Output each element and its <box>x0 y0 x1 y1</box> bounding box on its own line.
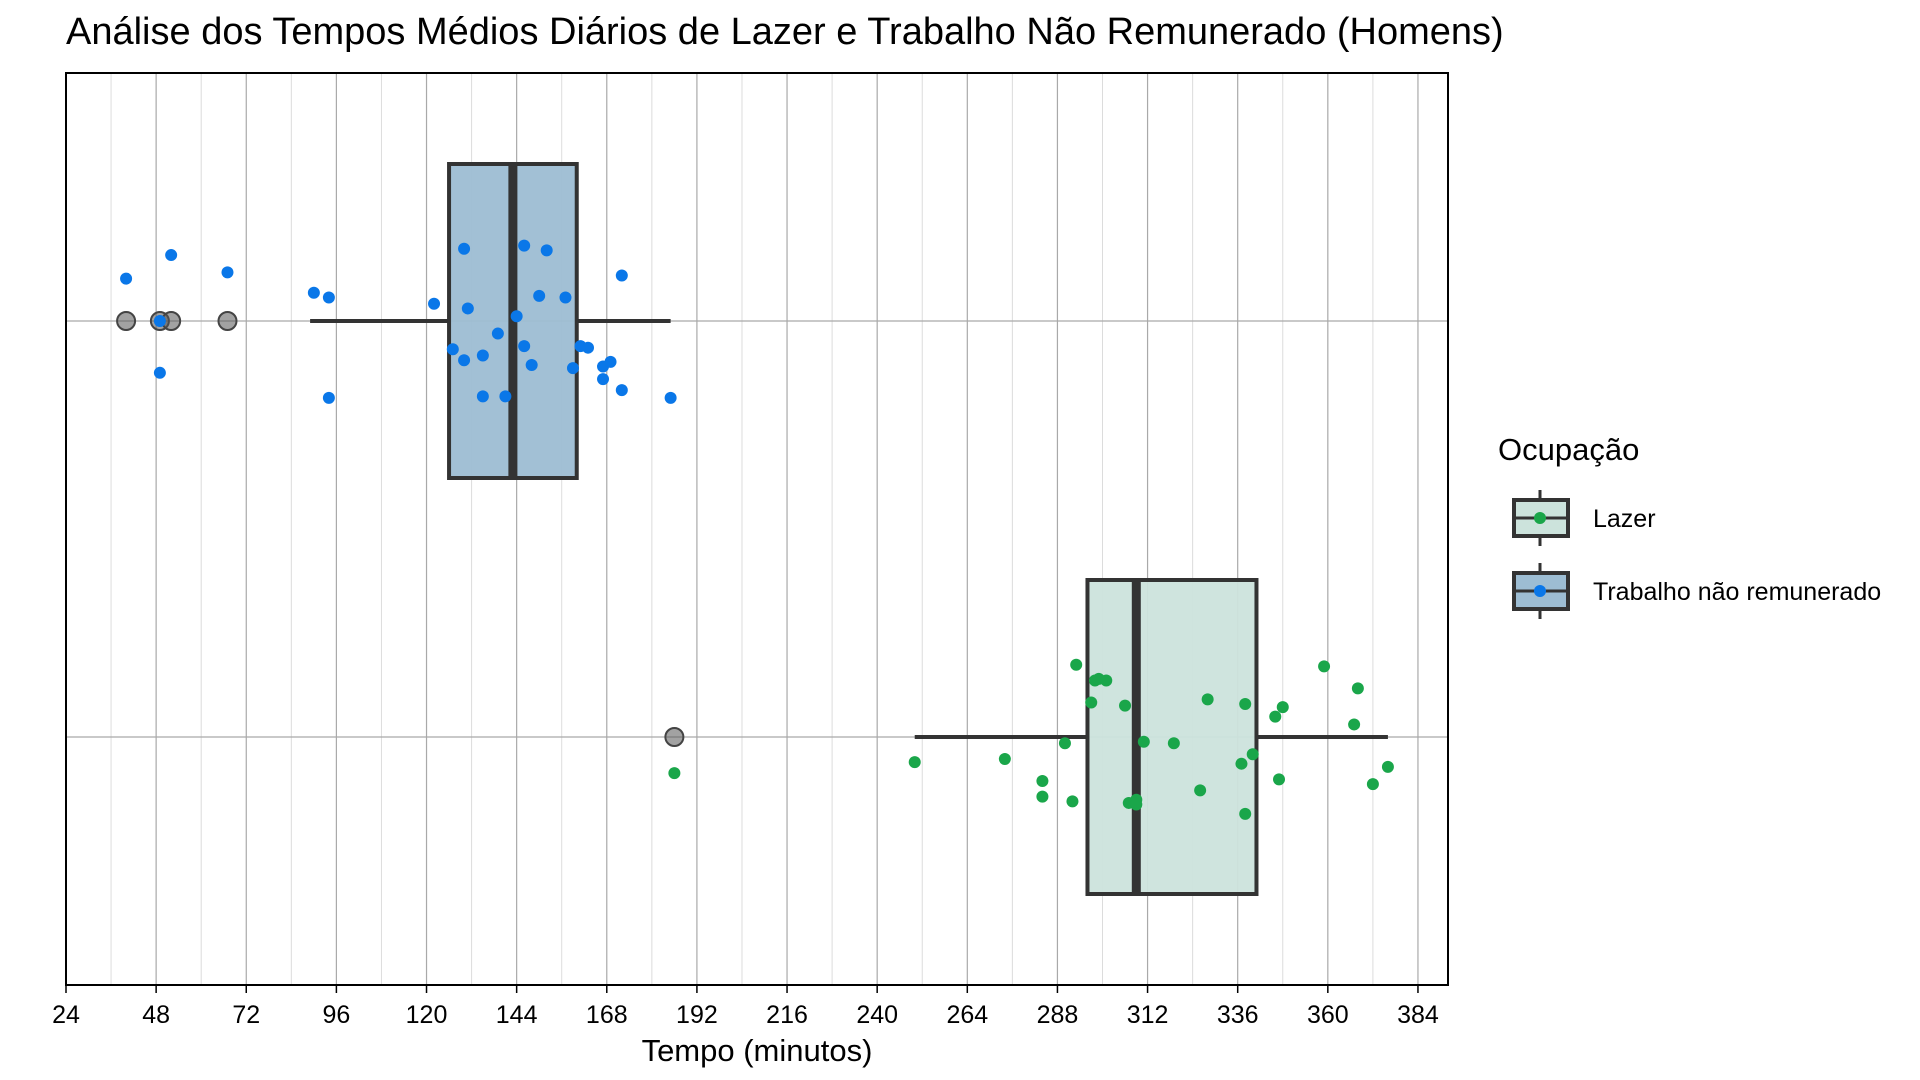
x-tick-label: 96 <box>322 1001 350 1029</box>
lazer-point <box>1276 701 1289 714</box>
x-tick-label: 192 <box>676 1001 718 1029</box>
trabalho-point <box>615 384 628 397</box>
lazer-point <box>1348 718 1361 731</box>
lazer-point <box>1119 699 1132 712</box>
legend: Ocupação Lazer Trabalho não remunerado <box>1498 432 1881 619</box>
trabalho-point <box>559 291 572 304</box>
lazer-point <box>1318 660 1331 673</box>
trabalho-point <box>322 391 335 404</box>
trabalho-point <box>458 242 471 255</box>
x-tick-label: 24 <box>52 1001 80 1029</box>
lazer-point <box>998 752 1011 765</box>
trabalho-outlier <box>116 311 137 331</box>
trabalho-point <box>664 391 677 404</box>
lazer-point <box>1137 735 1150 748</box>
trabalho-point <box>518 340 531 353</box>
x-tick-label: 72 <box>232 1001 260 1029</box>
legend-key-point <box>1534 512 1546 524</box>
x-tick-label: 120 <box>406 1001 448 1029</box>
chart-title: Análise dos Tempos Médios Diários de Laz… <box>66 11 1504 53</box>
x-tick-label: 360 <box>1307 1001 1349 1029</box>
lazer-point <box>1381 760 1394 773</box>
lazer-point <box>1130 798 1143 811</box>
x-tick-label: 144 <box>496 1001 538 1029</box>
trabalho-point <box>476 390 489 403</box>
trabalho-point <box>597 373 610 386</box>
legend-entries: Lazer Trabalho não remunerado <box>1512 490 1881 619</box>
lazer-point <box>1351 682 1364 695</box>
trabalho-point <box>615 269 628 282</box>
legend-entry-label: Lazer <box>1593 505 1656 533</box>
lazer-point <box>1273 773 1286 786</box>
trabalho-point <box>510 310 523 323</box>
trabalho-point <box>604 355 617 368</box>
lazer-point <box>1167 737 1180 750</box>
x-tick-label: 48 <box>142 1001 170 1029</box>
lazer-point <box>1235 757 1248 770</box>
lazer-point <box>1239 698 1252 711</box>
legend-entry-lazer: Lazer <box>1512 490 1656 546</box>
lazer-point <box>1239 807 1252 820</box>
x-tick-label: 264 <box>946 1001 988 1029</box>
x-tick-label: 384 <box>1397 1001 1439 1029</box>
legend-entry-label: Trabalho não remunerado <box>1593 578 1881 606</box>
trabalho-point <box>446 343 459 356</box>
trabalho-point <box>525 358 538 371</box>
lazer-point <box>1246 748 1259 761</box>
trabalho-point <box>165 249 178 262</box>
box-layer <box>116 162 1388 896</box>
trabalho-point <box>518 239 531 252</box>
lazer-point <box>1100 674 1113 687</box>
legend-key-point <box>1534 585 1546 597</box>
trabalho-point <box>458 354 471 367</box>
point-layer <box>120 239 1394 820</box>
trabalho-point <box>491 327 504 340</box>
legend-entry-trabalho: Trabalho não remunerado <box>1512 563 1881 619</box>
legend-title: Ocupação <box>1498 432 1639 467</box>
trabalho-point <box>120 272 133 285</box>
x-tick-label: 240 <box>856 1001 898 1029</box>
trabalho-point <box>461 302 474 315</box>
trabalho-point <box>499 390 512 403</box>
lazer-point <box>1066 795 1079 808</box>
trabalho-point <box>533 289 546 302</box>
x-tick-label: 312 <box>1127 1001 1169 1029</box>
lazer-point <box>1201 693 1214 706</box>
trabalho-point <box>476 349 489 362</box>
plot-frame <box>65 72 1449 986</box>
lazer-point <box>1070 658 1083 671</box>
x-axis-ticks: 24 48 72 96 120 144 168 192 216 240 264 288 312 336 36… <box>52 985 1439 1029</box>
trabalho-point <box>540 244 553 257</box>
lazer-point <box>668 767 681 780</box>
lazer-point <box>1058 737 1071 750</box>
lazer-point <box>1036 790 1049 803</box>
trabalho-point <box>582 341 595 354</box>
lazer-point <box>1269 710 1282 723</box>
x-tick-label: 168 <box>586 1001 628 1029</box>
trabalho-point <box>221 266 234 279</box>
trabalho-point <box>307 286 320 299</box>
x-tick-label: 336 <box>1217 1001 1259 1029</box>
lazer-point <box>1366 778 1379 791</box>
lazer-point <box>1036 774 1049 787</box>
trabalho-point <box>153 315 166 327</box>
lazer-outlier <box>664 727 685 747</box>
lazer-box <box>1085 578 1259 896</box>
trabalho-point <box>153 366 166 379</box>
lazer-point <box>908 756 921 769</box>
trabalho-point <box>322 291 335 304</box>
lazer-point <box>1085 696 1098 709</box>
trabalho-point <box>428 297 441 310</box>
x-axis-label: Tempo (minutos) <box>642 1033 873 1068</box>
lazer-point <box>1194 784 1207 797</box>
trabalho-point <box>566 362 579 375</box>
x-tick-label: 288 <box>1037 1001 1079 1029</box>
x-tick-label: 216 <box>766 1001 808 1029</box>
trabalho-outlier <box>217 311 238 331</box>
